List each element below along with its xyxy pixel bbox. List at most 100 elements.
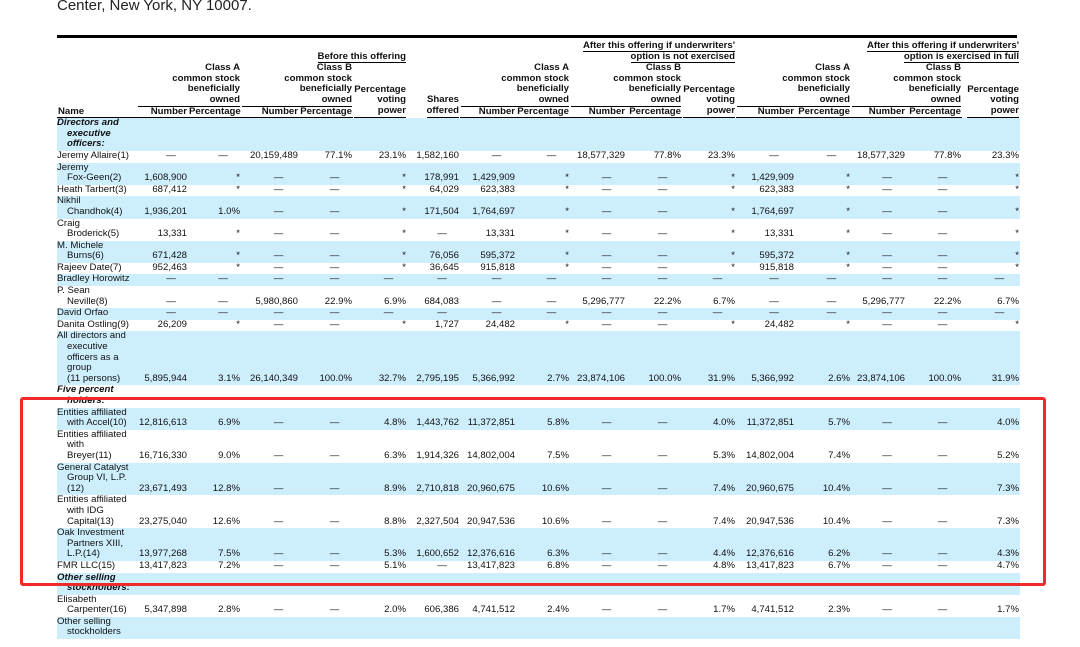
- table-cell: *: [731, 228, 736, 240]
- holder-name: M. Michele Burns(6): [57, 240, 137, 263]
- table-cell: [962, 385, 1020, 407]
- table-cell: 11,372,851: [736, 407, 796, 430]
- table-cell: [906, 385, 962, 407]
- table-cell: [188, 616, 241, 640]
- table-cell: *: [236, 318, 240, 330]
- table-cell: —: [570, 274, 627, 287]
- table-cell: 1,764,697: [460, 196, 517, 219]
- table-cell: —: [657, 449, 668, 461]
- table-cell: 77.1%: [324, 149, 352, 161]
- table-cell: —: [273, 449, 284, 461]
- holder-name: Jeremy Allaire(1): [57, 149, 129, 161]
- table-cell: —: [882, 604, 892, 616]
- table-cell: *: [565, 318, 570, 330]
- table-cell: *: [236, 228, 240, 240]
- table-row: Nikhil Chandhok(4) 1,936,201 1.0% — — * 171,50…: [57, 195, 1021, 219]
- table-cell: —: [329, 228, 340, 240]
- table-cell: [137, 572, 188, 595]
- table-cell: —: [962, 308, 1021, 320]
- table-cell: *: [731, 183, 736, 195]
- table-cell: 606,386: [424, 604, 460, 616]
- table-cell: 20,947,536: [746, 515, 795, 527]
- table-cell: [795, 616, 852, 640]
- table-cell: [516, 572, 571, 595]
- table-cell: —: [299, 162, 353, 185]
- table-cell: —: [906, 162, 963, 185]
- header-class-a: Class A common stock beneficially owned: [460, 62, 570, 107]
- table-cell: —: [826, 295, 837, 307]
- table-cell: 671,428: [137, 240, 188, 263]
- table-cell: 5.2%: [997, 449, 1020, 461]
- table-row: All directors and executive officers as …: [57, 331, 1021, 386]
- holder-name: Bradley Horowitz: [57, 274, 137, 287]
- table-cell: —: [353, 308, 408, 320]
- table-cell: —: [601, 261, 612, 273]
- holder-name: Nikhil Chandhok(4): [57, 195, 137, 219]
- section-header-row: Other selling stockholders:: [57, 572, 1021, 595]
- table-cell: [570, 572, 627, 595]
- table-cell: —: [188, 274, 241, 287]
- table-cell: [626, 385, 682, 407]
- table-cell: —: [299, 407, 353, 430]
- table-cell: 10.6%: [541, 515, 570, 527]
- table-cell: —: [851, 162, 907, 185]
- table-cell: 6.2%: [795, 528, 852, 561]
- table-cell: 8.8%: [384, 515, 407, 527]
- header-percentage: Percentage: [188, 106, 241, 119]
- table-cell: 12,816,613: [137, 407, 188, 430]
- table-cell: *: [516, 240, 571, 263]
- group-label: After this offering if underwriters' opt…: [866, 40, 1020, 63]
- table-cell: —: [273, 604, 284, 616]
- table-cell: *: [353, 196, 408, 219]
- table-cell: —: [906, 240, 963, 263]
- table-cell: 915,818: [480, 261, 516, 273]
- table-row: General Catalyst Group VI, L.P. (12) 23,6…: [57, 462, 1021, 496]
- table-cell: —: [241, 308, 299, 320]
- table-cell: [460, 117, 517, 151]
- table-cell: —: [962, 274, 1021, 287]
- table-cell: 595,372: [736, 240, 796, 263]
- table-cell: [407, 385, 460, 407]
- table-cell: [299, 572, 353, 595]
- table-cell: —: [736, 274, 796, 287]
- table-cell: 6.9%: [188, 407, 241, 430]
- table-cell: *: [846, 228, 851, 240]
- table-cell: [516, 385, 570, 407]
- table-cell: 684,083: [424, 295, 460, 307]
- table-cell: *: [236, 261, 240, 273]
- table-cell: —: [601, 318, 612, 330]
- table-cell: —: [218, 295, 228, 307]
- table-cell: 13,977,268: [137, 528, 188, 561]
- table-row: Jeremy Allaire(1) — — 20,159,489 77.1% 23.1% 1…: [57, 149, 1020, 163]
- table-cell: 5.7%: [795, 407, 852, 430]
- table-cell: *: [1015, 183, 1020, 195]
- header-number: Number: [570, 106, 627, 119]
- table-cell: 2.4%: [547, 604, 570, 616]
- table-cell: —: [769, 295, 779, 307]
- holder-name: All directors and executive officers as …: [57, 331, 137, 386]
- table-cell: [626, 616, 683, 640]
- table-cell: —: [906, 196, 963, 219]
- table-cell: *: [402, 183, 407, 195]
- table-cell: *: [795, 196, 852, 219]
- table-cell: —: [682, 274, 737, 287]
- table-cell: 915,818: [759, 261, 795, 273]
- header-class-b: Class B common stock beneficially owned: [570, 62, 682, 107]
- table-cell: 100.0%: [299, 331, 353, 386]
- table-cell: —: [273, 318, 284, 330]
- table-cell: *: [188, 162, 241, 185]
- table-cell: [851, 572, 907, 595]
- table-cell: [626, 572, 683, 595]
- holder-name: Rajeev Date(7): [57, 261, 122, 273]
- header-voting-label: Percentage voting power: [967, 83, 1020, 118]
- table-cell: 4.8%: [353, 407, 408, 430]
- group-after-exercised-full: After this offering if underwriters' opt…: [736, 40, 1020, 63]
- table-cell: *: [565, 261, 570, 273]
- header-voting-power: Percentage voting power: [353, 63, 407, 118]
- table-row: Oak Investment Partners XIII, L.P.(14) 13…: [57, 527, 1021, 561]
- table-body: Directors and executive officers: Jeremy …: [57, 117, 1021, 640]
- table-cell: *: [353, 240, 408, 263]
- table-cell: —: [166, 149, 176, 161]
- header-number: Number: [137, 106, 188, 119]
- table-cell: 2.7%: [516, 331, 571, 386]
